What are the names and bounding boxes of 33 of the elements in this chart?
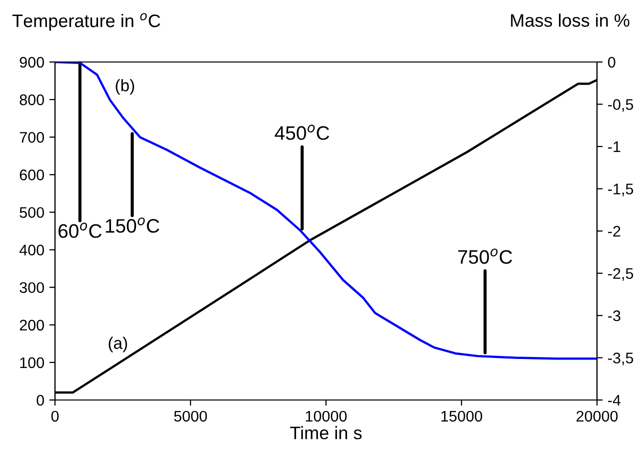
annotation: 450$^{o}$C [274, 124, 330, 140]
y-tick-label: 900 [20, 56, 44, 68]
y-tick-label: 600 [20, 170, 44, 180]
y2-tick-label: -0,5 [608, 99, 634, 112]
y2-tick-label: -1,5 [608, 184, 634, 196]
x-tick-label: 0 [51, 410, 59, 422]
y-tick-label: 100 [20, 357, 44, 368]
y-tick-label: 500 [20, 207, 44, 218]
y2-tick-label: -2 [608, 226, 620, 237]
y2-tick-label: -2,5 [608, 268, 634, 281]
annotation: 150$^{o}$C [106, 218, 160, 233]
y-tick-label: 0 [36, 394, 44, 406]
annotation: 60$^{o}$C [58, 222, 102, 238]
x-tick-label: 10000 [306, 410, 347, 422]
x-tick-label: 5000 [174, 410, 207, 422]
x-axis-title: Time in s [290, 426, 362, 440]
x-tick-label: 20000 [576, 410, 618, 422]
y-axis-title: Temperature in $^{o}$C [12, 13, 160, 31]
y2-tick-label: -3 [608, 310, 620, 322]
y2-tick-label: -3,5 [608, 352, 634, 366]
y2-axis-title: Mass loss in % [511, 14, 630, 27]
y-tick-label: 200 [20, 320, 44, 331]
x-tick-label: 15000 [441, 410, 482, 422]
series-label: (b) [116, 79, 134, 95]
y2-tick-label: -4 [608, 395, 621, 406]
y2-tick-label: -1 [608, 142, 620, 152]
y-tick-label: 400 [19, 244, 44, 256]
y-tick-label: 700 [20, 132, 44, 143]
y-tick-label: 300 [20, 282, 44, 294]
y-tick-label: 800 [20, 94, 44, 106]
y2-tick-label: 0 [608, 56, 616, 68]
annotation: 750$^{o}$C [458, 248, 512, 264]
series-label: (a) [108, 336, 128, 352]
